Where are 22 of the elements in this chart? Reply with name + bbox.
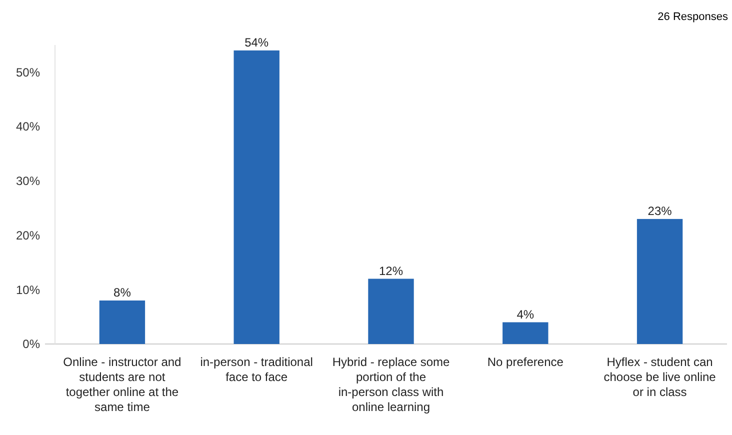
bar xyxy=(99,300,146,344)
y-tick-label: 10% xyxy=(16,282,40,297)
x-tick-label: Online - instructor and students are not together online at the same time xyxy=(63,355,182,414)
x-tick-label: Hybrid - replace some portion of the in-person class with online learning xyxy=(332,355,450,414)
bar xyxy=(636,218,683,344)
data-label: 12% xyxy=(378,264,404,278)
y-tick-label: 50% xyxy=(16,65,40,80)
bar xyxy=(368,278,414,344)
y-tick-label: 20% xyxy=(16,228,40,242)
data-label: 4% xyxy=(516,307,534,322)
data-label: 54% xyxy=(244,35,269,50)
x-tick-label: in-person - traditional face to face xyxy=(200,355,313,384)
data-label: 8% xyxy=(114,286,132,300)
text: 26 Responses xyxy=(658,11,728,23)
y-tick-label: 40% xyxy=(16,120,40,134)
bar xyxy=(502,322,548,344)
bar xyxy=(234,50,280,344)
y-tick-label: 0% xyxy=(22,337,40,352)
y-tick-label: 30% xyxy=(16,174,40,188)
data-label: 23% xyxy=(648,204,672,218)
x-tick-label: Hyflex - student can choose be live online or in class xyxy=(604,355,716,399)
x-tick-label: No preference xyxy=(487,355,564,369)
